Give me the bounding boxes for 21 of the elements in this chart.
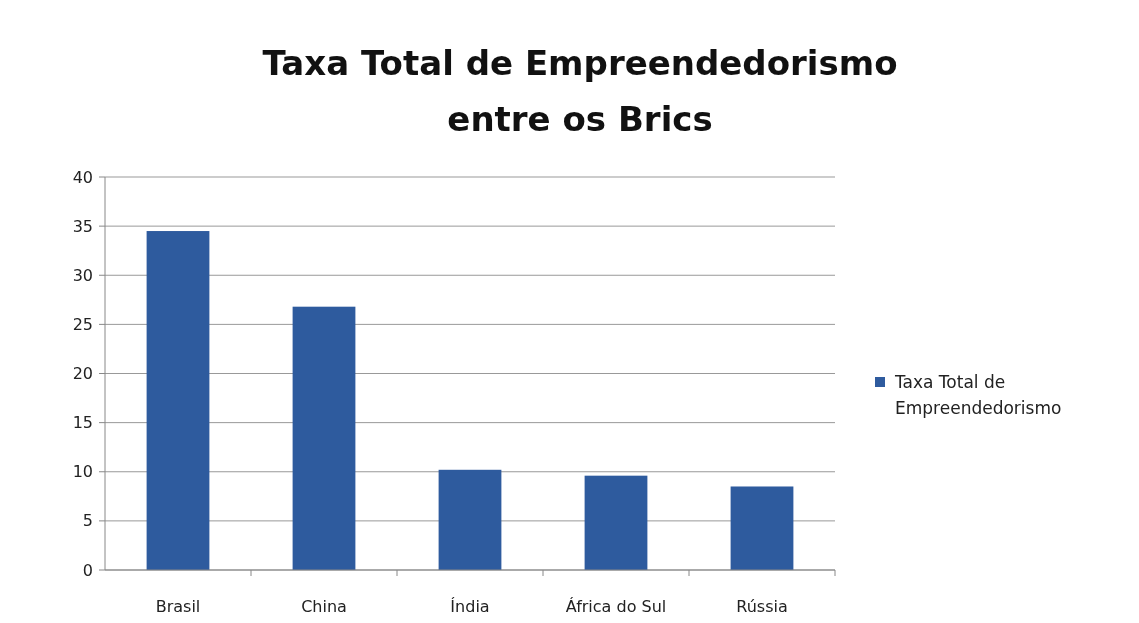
y-tick-label: 20 (72, 364, 93, 384)
y-tick-label: 30 (72, 265, 93, 285)
y-tick-label: 15 (72, 413, 93, 433)
x-tick-label: China (301, 597, 347, 616)
x-tick-label: África do Sul (565, 597, 667, 616)
y-tick-label: 10 (72, 462, 93, 482)
y-tick-label: 35 (72, 216, 93, 236)
y-tick-label: 25 (72, 314, 93, 334)
bar (292, 306, 356, 570)
x-tick-label: Brasil (155, 597, 201, 616)
bar (146, 231, 210, 570)
y-tick-label: 0 (82, 560, 93, 580)
x-tick-label: Índia (450, 597, 490, 616)
y-tick-label: 5 (82, 511, 93, 531)
chart-title: Taxa Total de Empreendedorismo entre os Brics (262, 43, 898, 139)
x-tick-label: Rússia (736, 597, 788, 616)
bar (730, 486, 794, 570)
y-tick-label: 40 (72, 167, 93, 187)
legend-label: Taxa Total de Empreendedorismo (894, 372, 1062, 418)
bar (584, 475, 648, 570)
bar (438, 469, 502, 570)
